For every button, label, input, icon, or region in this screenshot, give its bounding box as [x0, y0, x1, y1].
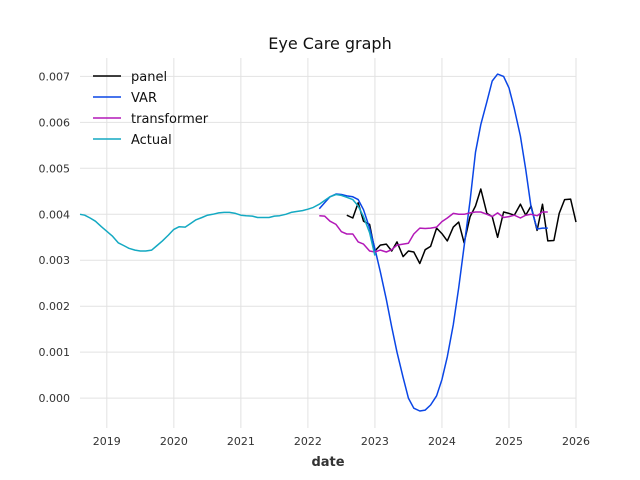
series-lines	[79, 73, 577, 412]
x-tick-label: 2026	[562, 435, 590, 448]
x-tick-label: 2022	[294, 435, 322, 448]
x-tick-label: 2025	[495, 435, 523, 448]
y-axis: 0.000 0.001 0.002 0.003 0.004 0.005 0.006 0.007	[39, 70, 71, 405]
x-tick-label: 2021	[227, 435, 255, 448]
y-tick-label: 0.000	[39, 392, 71, 405]
y-tick-label: 0.001	[39, 346, 71, 359]
grid	[80, 58, 577, 428]
series-line-panel	[346, 188, 577, 265]
chart-title: Eye Care graph	[268, 34, 391, 53]
series-line-transformer	[319, 211, 548, 253]
legend-label-transformer: transformer	[131, 112, 209, 127]
y-tick-label: 0.002	[39, 300, 71, 313]
y-tick-label: 0.003	[39, 254, 71, 267]
x-tick-label: 2019	[93, 435, 121, 448]
series-line-actual	[79, 193, 376, 256]
series-line-var	[318, 73, 548, 412]
y-tick-label: 0.005	[39, 162, 71, 175]
y-tick-label: 0.007	[39, 70, 71, 83]
x-axis-label: date	[311, 455, 344, 470]
legend-label-panel: panel	[131, 70, 167, 85]
legend-label-var: VAR	[131, 91, 157, 106]
y-tick-label: 0.006	[39, 116, 71, 129]
legend: panel VAR transformer Actual	[93, 70, 209, 148]
y-tick-label: 0.004	[39, 208, 71, 221]
x-tick-label: 2020	[160, 435, 188, 448]
x-tick-label: 2024	[428, 435, 456, 448]
x-axis: 2019 2020 2021 2022 2023 2024 2025 2026	[93, 435, 590, 448]
legend-label-actual: Actual	[131, 133, 172, 148]
x-tick-label: 2023	[361, 435, 389, 448]
